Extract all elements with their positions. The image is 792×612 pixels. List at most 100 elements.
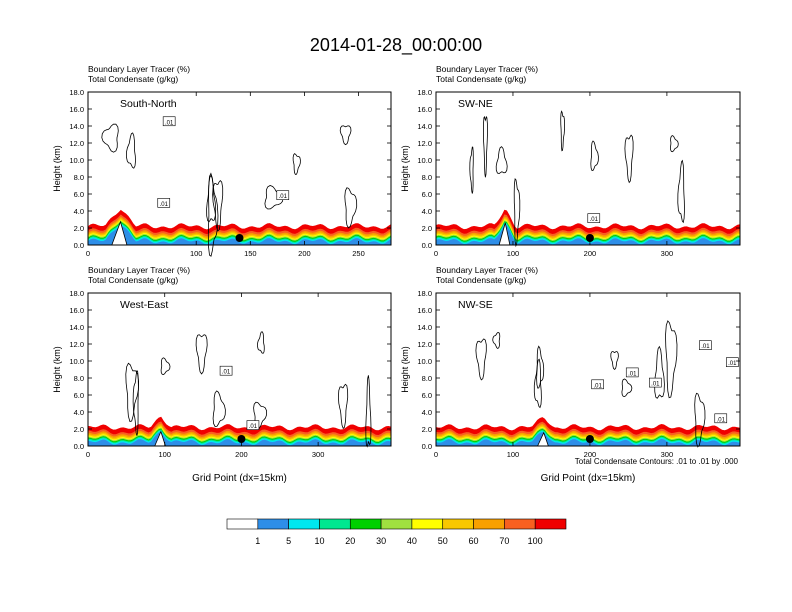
contour-label-box xyxy=(587,213,601,223)
x-tick-label: 200 xyxy=(298,249,311,258)
x-tick-label: 150 xyxy=(244,249,257,258)
contour-label-box xyxy=(162,116,176,127)
shading-band xyxy=(88,223,391,245)
y-tick-label: 6.0 xyxy=(422,391,432,400)
y-tick-label: 6.0 xyxy=(74,391,84,400)
condensate-contour xyxy=(482,115,488,178)
variable-label: Total Condensate (g/kg) xyxy=(88,74,178,84)
contour-label-box xyxy=(246,420,260,430)
condensate-contour xyxy=(624,134,634,184)
condensate-contour xyxy=(125,362,140,422)
y-tick-label: 16.0 xyxy=(69,105,84,114)
condensate-contour xyxy=(101,123,119,153)
y-tick-label: 2.0 xyxy=(422,224,432,233)
y-axis-label: Height (km) xyxy=(52,145,62,192)
location-marker xyxy=(585,435,594,443)
colorbar-swatch xyxy=(534,518,567,530)
contour-label-box xyxy=(157,198,171,208)
x-tick-label: 300 xyxy=(661,249,674,258)
y-tick-label: 10.0 xyxy=(417,357,432,366)
condensate-contour xyxy=(365,375,372,448)
condensate-contour xyxy=(337,383,349,430)
y-tick-label: 12.0 xyxy=(69,139,84,148)
y-tick-label: 8.0 xyxy=(74,374,84,383)
y-tick-label: 14.0 xyxy=(69,122,84,131)
contour-label-box xyxy=(699,340,712,351)
condensate-contour xyxy=(207,172,219,257)
contour-label: .01 xyxy=(249,424,258,430)
plot-frame xyxy=(87,292,392,447)
y-axis-label: Height (km) xyxy=(400,145,410,192)
panel-sw-ne: Boundary Layer Tracer (%)Total Condensat… xyxy=(400,64,741,258)
panel-west-east: Boundary Layer Tracer (%)Total Condensat… xyxy=(52,265,392,484)
colorbar-label: 1 xyxy=(255,536,260,546)
y-tick-label: 18.0 xyxy=(417,88,432,97)
condensate-contour xyxy=(206,174,217,223)
variable-label: Boundary Layer Tracer (%) xyxy=(88,64,190,74)
contour-label-box xyxy=(726,357,739,368)
y-tick-label: 4.0 xyxy=(422,408,432,417)
y-tick-label: 14.0 xyxy=(417,323,432,332)
contour-label: .01 xyxy=(651,382,660,388)
condensate-contour xyxy=(694,392,706,448)
contour-label: .01 xyxy=(728,361,737,367)
y-axis-label: Height (km) xyxy=(400,346,410,393)
colorbar-label: 10 xyxy=(314,536,324,546)
condensate-contour xyxy=(212,390,226,428)
y-tick-label: 12.0 xyxy=(417,139,432,148)
contour-label-box xyxy=(276,190,290,200)
y-tick-label: 12.0 xyxy=(417,340,432,349)
contour-label: .01 xyxy=(160,202,169,208)
condensate-contour xyxy=(253,401,267,430)
x-tick-label: 100 xyxy=(190,249,203,258)
x-axis-label: Grid Point (dx=15km) xyxy=(541,473,636,484)
location-marker xyxy=(235,234,244,242)
contour-label: .01 xyxy=(590,217,599,223)
colorbar-label: 100 xyxy=(528,536,543,546)
x-tick-label: 300 xyxy=(312,450,325,459)
shading-band xyxy=(436,432,740,446)
contour-label-box xyxy=(625,367,639,378)
condensate-contour xyxy=(533,358,542,409)
colorbar-swatch xyxy=(411,518,444,530)
colorbar-swatch xyxy=(504,518,536,530)
colorbar-swatch xyxy=(442,518,474,530)
panel-label: NW-SE xyxy=(458,299,493,311)
condensate-contour xyxy=(292,153,301,175)
plot-frame xyxy=(435,292,741,447)
colorbar-swatch xyxy=(226,518,259,530)
contour-label: .01 xyxy=(701,344,710,350)
variable-label: Total Condensate (g/kg) xyxy=(436,275,526,285)
colorbar-swatch xyxy=(288,518,320,530)
colorbar-label: 40 xyxy=(407,536,417,546)
plot-frame xyxy=(87,91,392,246)
condensate-contour xyxy=(590,140,599,171)
variable-label: Total Condensate (g/kg) xyxy=(436,74,526,84)
condensate-contour xyxy=(513,177,521,248)
colorbar: 1 5 10 20 30 40 50 60 70 100 xyxy=(226,518,567,546)
y-tick-label: 14.0 xyxy=(417,122,432,131)
condensate-contour xyxy=(344,187,358,229)
panel-label: West-East xyxy=(120,299,168,311)
colorbar-swatch xyxy=(473,518,505,530)
contour-label-box xyxy=(591,379,604,390)
contour-label: .01 xyxy=(628,371,637,377)
condensate-contour xyxy=(621,378,633,398)
condensate-contour xyxy=(339,125,352,146)
x-tick-label: 100 xyxy=(507,249,520,258)
panel-south-north: Boundary Layer Tracer (%)Total Condensat… xyxy=(52,64,392,258)
y-tick-label: 0.0 xyxy=(422,241,432,250)
contour-label-box xyxy=(714,413,728,424)
colorbar-swatch xyxy=(319,518,351,530)
condensate-contour xyxy=(475,338,487,381)
panel-label: SW-NE xyxy=(458,98,493,110)
shading-band xyxy=(436,224,740,245)
condensate-contour xyxy=(132,370,139,436)
condensate-contour xyxy=(195,334,208,375)
condensate-contour xyxy=(492,332,501,350)
y-tick-label: 4.0 xyxy=(74,207,84,216)
y-tick-label: 0.0 xyxy=(74,442,84,451)
y-tick-label: 8.0 xyxy=(422,374,432,383)
contour-label-box xyxy=(649,377,662,388)
